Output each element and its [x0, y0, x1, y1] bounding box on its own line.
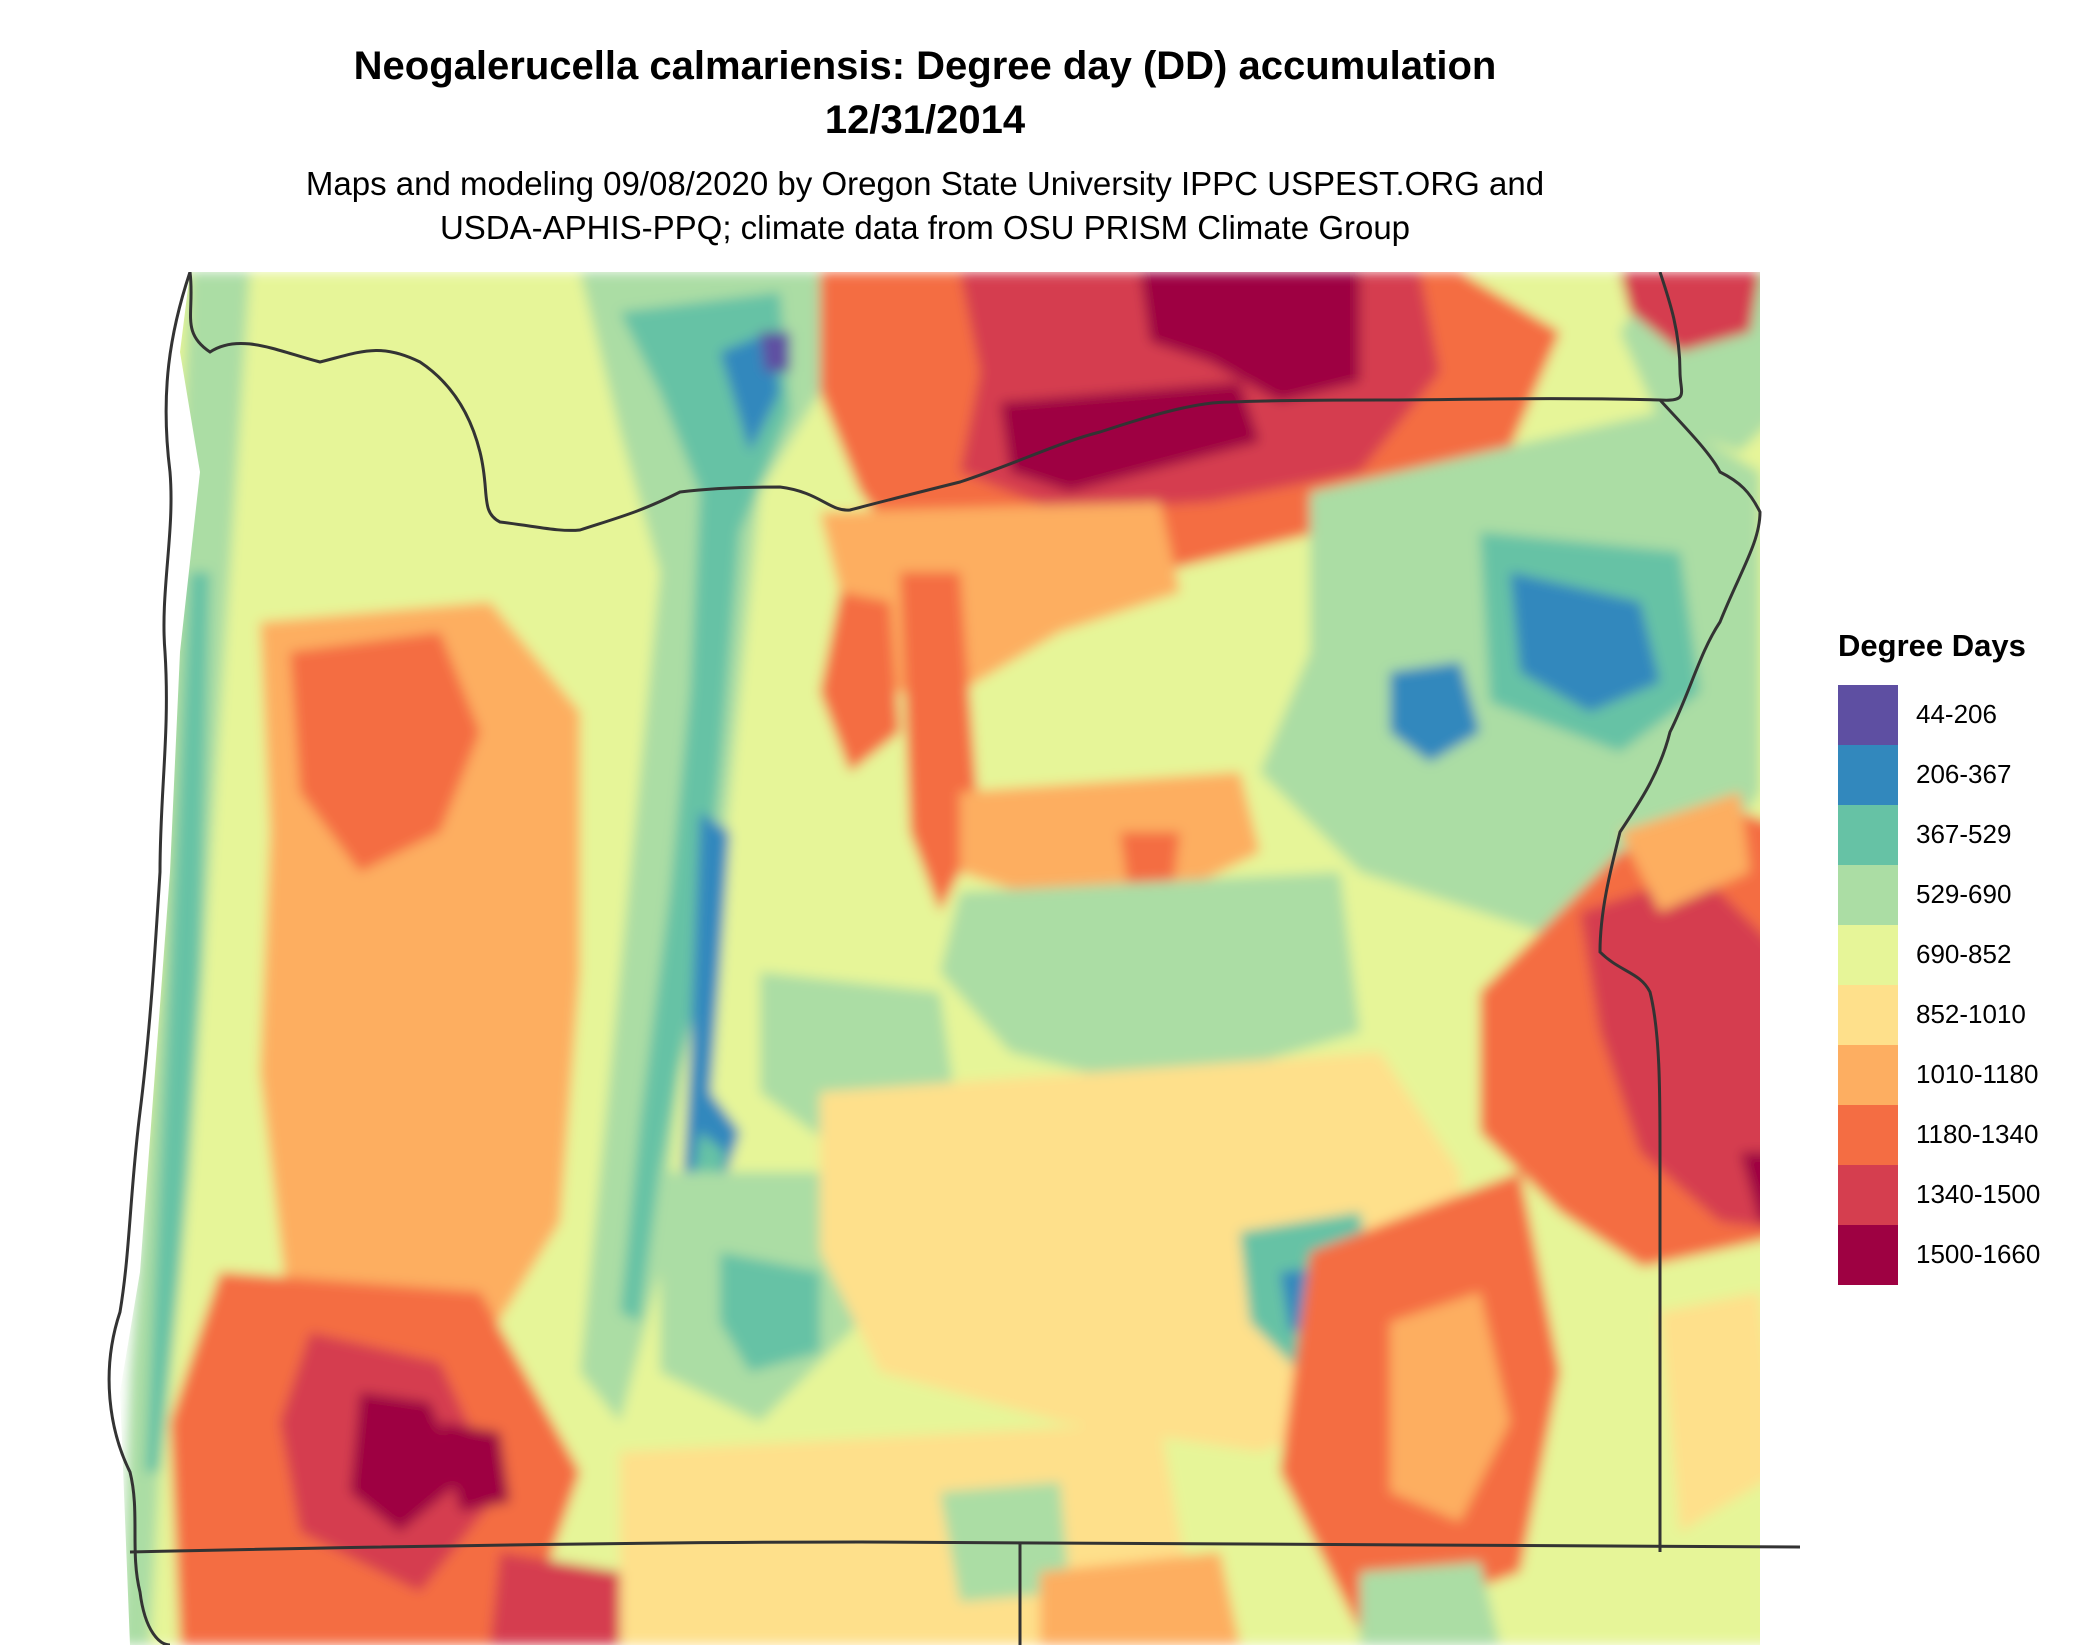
- degree-day-map: [60, 272, 1800, 1645]
- legend-swatch: [1838, 985, 1898, 1045]
- legend-label: 206-367: [1916, 759, 2012, 789]
- legend-swatch: [1838, 805, 1898, 865]
- legend-label: 1010-1180: [1916, 1059, 2039, 1089]
- map-svg: [60, 272, 1800, 1645]
- legend-swatch: [1838, 1165, 1898, 1225]
- legend-label: 852-1010: [1916, 999, 2026, 1029]
- degree-day-raster: [120, 272, 1800, 1645]
- legend-swatch: [1838, 1045, 1898, 1105]
- legend-label: 367-529: [1916, 819, 2012, 849]
- map-title-line2: 12/31/2014: [824, 98, 1026, 142]
- legend-swatch: [1838, 745, 1898, 805]
- legend-swatch: [1838, 1225, 1898, 1285]
- legend-label: 529-690: [1916, 879, 2012, 909]
- legend-label: 1340-1500: [1916, 1179, 2041, 1209]
- legend-swatch: [1838, 925, 1898, 985]
- legend-label: 1180-1340: [1916, 1119, 2039, 1149]
- legend-label: 1500-1660: [1916, 1239, 2041, 1269]
- map-title-line1: Neogalerucella calmariensis: Degree day …: [353, 44, 1497, 88]
- map-subtitle-line1: Maps and modeling 09/08/2020 by Oregon S…: [305, 165, 1545, 202]
- legend-title: Degree Days: [1838, 628, 2026, 663]
- legend-swatch: [1838, 1105, 1898, 1165]
- legend-swatch: [1838, 685, 1898, 745]
- map-subtitle-line2: USDA-APHIS-PPQ; climate data from OSU PR…: [439, 209, 1411, 246]
- legend-label: 44-206: [1916, 699, 1997, 729]
- outside-area: [1760, 272, 1800, 1645]
- state-boundaries: [107, 272, 1800, 1645]
- legend-label: 690-852: [1916, 939, 2012, 969]
- legend-swatch: [1838, 865, 1898, 925]
